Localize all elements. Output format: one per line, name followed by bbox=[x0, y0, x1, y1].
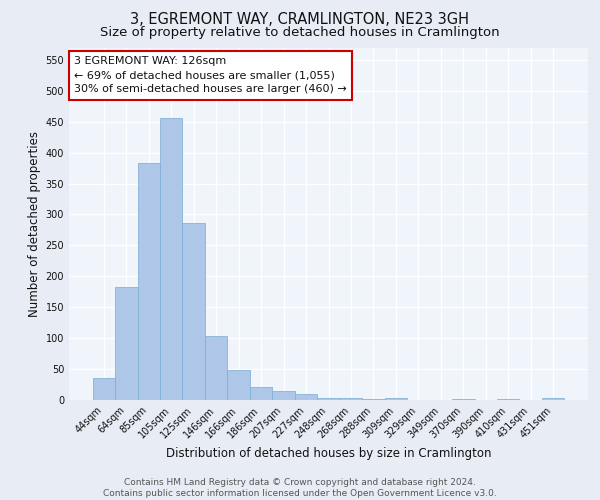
Bar bbox=[340, 398, 362, 400]
Bar bbox=[317, 398, 340, 400]
Bar bbox=[295, 394, 317, 400]
Bar bbox=[272, 390, 295, 400]
Bar bbox=[497, 399, 520, 400]
Bar bbox=[542, 398, 565, 400]
X-axis label: Distribution of detached houses by size in Cramlington: Distribution of detached houses by size … bbox=[166, 447, 491, 460]
Bar bbox=[137, 163, 160, 400]
Text: 3 EGREMONT WAY: 126sqm
← 69% of detached houses are smaller (1,055)
30% of semi-: 3 EGREMONT WAY: 126sqm ← 69% of detached… bbox=[74, 56, 347, 94]
Bar bbox=[182, 222, 205, 400]
Bar bbox=[160, 118, 182, 400]
Text: Contains HM Land Registry data © Crown copyright and database right 2024.
Contai: Contains HM Land Registry data © Crown c… bbox=[103, 478, 497, 498]
Bar bbox=[250, 387, 272, 400]
Bar bbox=[115, 287, 137, 400]
Bar bbox=[452, 399, 475, 400]
Text: Size of property relative to detached houses in Cramlington: Size of property relative to detached ho… bbox=[100, 26, 500, 39]
Bar bbox=[385, 398, 407, 400]
Text: 3, EGREMONT WAY, CRAMLINGTON, NE23 3GH: 3, EGREMONT WAY, CRAMLINGTON, NE23 3GH bbox=[131, 12, 470, 28]
Bar bbox=[227, 370, 250, 400]
Bar bbox=[92, 378, 115, 400]
Y-axis label: Number of detached properties: Number of detached properties bbox=[28, 130, 41, 317]
Bar bbox=[205, 336, 227, 400]
